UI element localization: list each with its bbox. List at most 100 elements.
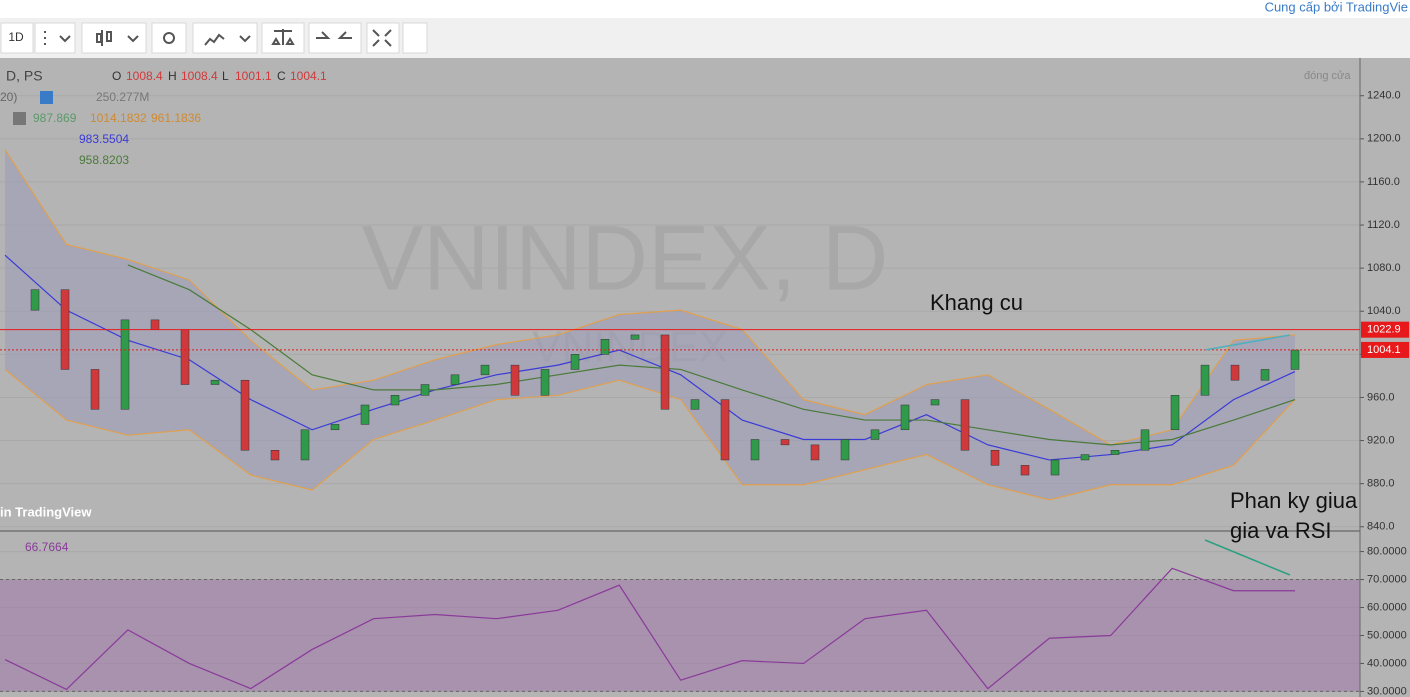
- candle: [180, 329, 190, 385]
- legend-label: H: [168, 69, 177, 83]
- candle: [1110, 450, 1120, 455]
- button[interactable]: [192, 22, 258, 54]
- bollinger-fill: [5, 149, 1295, 500]
- candle: [1260, 369, 1270, 381]
- button[interactable]: [0, 22, 34, 54]
- candle: [480, 364, 490, 376]
- y-tick-label: 1040.0: [1367, 305, 1401, 317]
- bb-upper: 1014.1832: [90, 111, 147, 125]
- indicator-line: [4, 254, 1296, 461]
- close-icon[interactable]: [13, 112, 26, 125]
- attribution[interactable]: Cung cấp bởi TradingVie: [1265, 0, 1408, 14]
- price-tag-label: 1004.1: [1367, 344, 1401, 356]
- candle: [600, 339, 610, 355]
- y-tick-label: 1160.0: [1367, 176, 1400, 188]
- interval[interactable]: 1D: [8, 30, 24, 44]
- candle: [990, 450, 1000, 466]
- candle: [150, 319, 160, 330]
- rsi-value: 66.7664: [25, 540, 69, 554]
- visibility-icon[interactable]: [40, 91, 53, 104]
- candle: [810, 444, 820, 461]
- candle: [240, 379, 250, 451]
- candle: [570, 354, 580, 370]
- branding: in TradingView: [0, 504, 92, 519]
- legend-label: C: [277, 69, 286, 83]
- legend-label: O: [112, 69, 121, 83]
- legend-value: 1001.1: [235, 69, 272, 83]
- y-tick-label: 70.0000: [1367, 573, 1407, 585]
- top-bar: [0, 0, 1410, 18]
- y-tick-label: 80.0000: [1367, 545, 1407, 557]
- bb-lower: 961.1836: [151, 111, 201, 125]
- candle: [1050, 459, 1060, 476]
- candle: [300, 429, 310, 461]
- annotation: gia va RSI: [1230, 518, 1332, 543]
- candle: [840, 439, 850, 461]
- toolbar-icons: [44, 29, 392, 47]
- annotation: Phan ky giua: [1230, 488, 1358, 513]
- symbol: D, PS: [6, 68, 43, 84]
- candle: [90, 369, 100, 410]
- candle: [210, 379, 220, 385]
- candle: [360, 404, 370, 425]
- bb-mid: 987.869: [33, 111, 77, 125]
- trend-line[interactable]: [1204, 539, 1291, 576]
- y-tick-label: 840.0: [1367, 521, 1395, 533]
- candle: [30, 289, 40, 311]
- indicator-line: [127, 264, 1296, 446]
- candle: [870, 429, 880, 440]
- indicator-line: [4, 368, 1296, 501]
- legend-value: 1008.4: [126, 69, 163, 83]
- y-tick-label: 1240.0: [1367, 90, 1401, 102]
- candle: [1290, 349, 1300, 370]
- y-tick-label: 1200.0: [1367, 133, 1401, 145]
- candle: [510, 364, 520, 396]
- volume: 250.277M: [96, 90, 149, 104]
- ma20-value: 983.5504: [79, 132, 129, 146]
- y-tick-label: 40.0000: [1367, 657, 1407, 669]
- rsi-line: [4, 567, 1295, 691]
- button[interactable]: [402, 22, 428, 54]
- ma50-value: 958.8203: [79, 153, 129, 167]
- candle: [960, 399, 970, 451]
- candle: [720, 399, 730, 461]
- legend: D, PS O 1008.4 H 1008.4 L 1001.1 C 1004.…: [0, 68, 1351, 554]
- button[interactable]: [366, 22, 400, 54]
- candle: [1020, 465, 1030, 476]
- legend-label: L: [222, 69, 229, 83]
- candle: [1080, 454, 1090, 461]
- price-tag-label: 1022.9: [1367, 324, 1401, 336]
- candle: [450, 374, 460, 385]
- candle: [1230, 364, 1240, 381]
- button[interactable]: [151, 22, 187, 54]
- y-tick-label: 880.0: [1367, 478, 1395, 490]
- legend-value: 1004.1: [290, 69, 327, 83]
- candle: [1200, 364, 1210, 396]
- y-tick-label: 920.0: [1367, 434, 1395, 446]
- watermark: VNINDEX, D: [362, 207, 889, 309]
- y-tick-label: 30.0000: [1367, 685, 1407, 697]
- close-note: đóng cửa: [1304, 70, 1351, 82]
- candle: [690, 399, 700, 410]
- rsi-band: [0, 579, 1360, 692]
- y-tick-label: 60.0000: [1367, 601, 1407, 613]
- price-pane: VNINDEX, DVNINDEX840.0880.0920.0960.0100…: [0, 90, 1409, 697]
- candle: [930, 399, 940, 406]
- candle: [120, 319, 130, 410]
- price-tag: [1361, 341, 1409, 358]
- y-tick-label: 1080.0: [1367, 262, 1401, 274]
- candle: [390, 395, 400, 406]
- candle: [1140, 429, 1150, 451]
- y-tick-label: 50.0000: [1367, 629, 1407, 641]
- candle: [660, 334, 670, 410]
- toolbar-buttons: [0, 22, 428, 54]
- candle: [330, 424, 340, 431]
- legend-value: 1008.4: [181, 69, 218, 83]
- candle: [900, 404, 910, 431]
- candle: [780, 439, 790, 446]
- trend-line[interactable]: [1204, 334, 1291, 351]
- candle: [420, 384, 430, 396]
- candle: [1170, 395, 1180, 431]
- annotation: Khang cu: [930, 290, 1023, 315]
